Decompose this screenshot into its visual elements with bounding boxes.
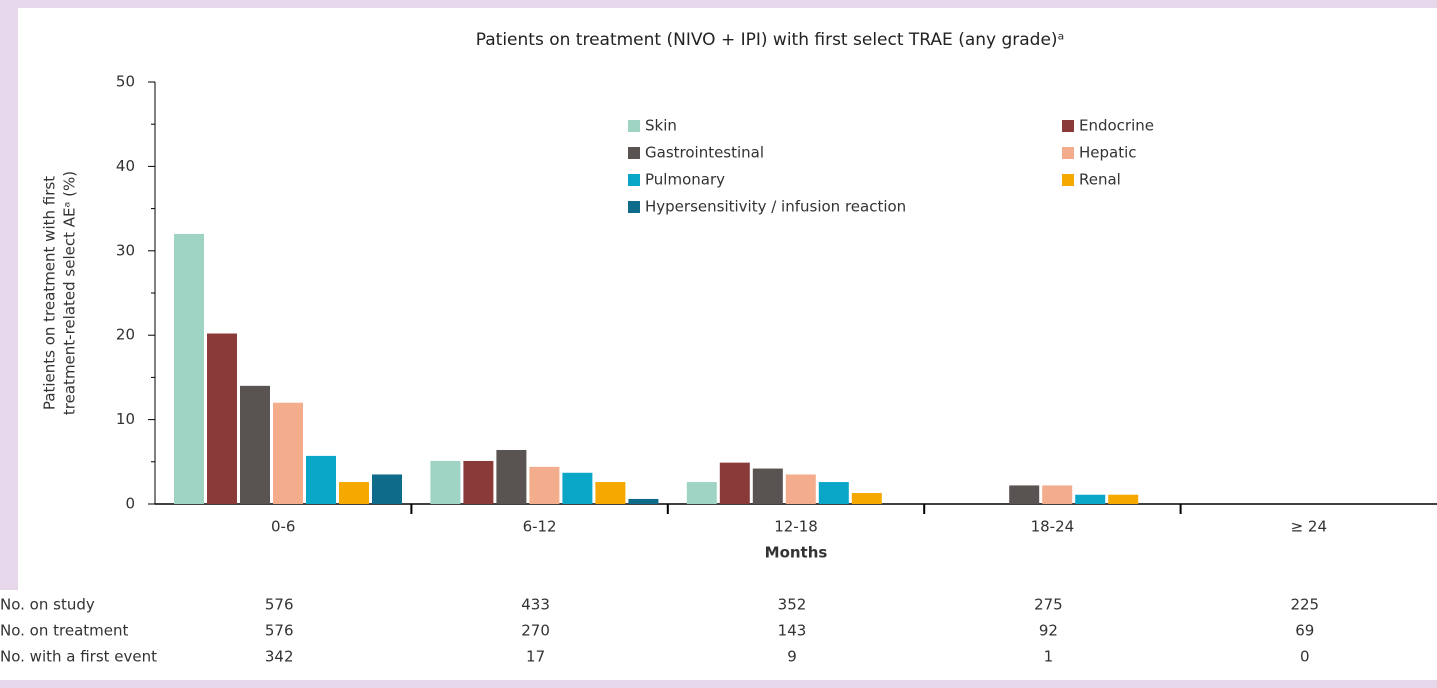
- legend-label: Gastrointestinal: [645, 144, 764, 162]
- table-row-label: No. on study: [0, 596, 95, 614]
- table-cell: 143: [778, 622, 807, 640]
- legend-swatch: [1062, 147, 1074, 159]
- table-cell: 352: [778, 596, 807, 614]
- bar: [818, 482, 849, 504]
- bar: [752, 468, 783, 504]
- bar: [339, 482, 369, 504]
- bar: [686, 482, 717, 504]
- legend-swatch: [1062, 174, 1074, 186]
- x-axis-label: Months: [765, 544, 828, 562]
- y-tick-label: 30: [116, 241, 135, 259]
- legend-swatch: [628, 201, 640, 213]
- bar: [529, 466, 560, 504]
- x-tick-label: 6-12: [523, 518, 557, 536]
- bar: [785, 474, 816, 504]
- legend-swatch: [628, 174, 640, 186]
- table-cell: 576: [265, 596, 294, 614]
- bar: [496, 449, 527, 504]
- bar: [595, 482, 626, 504]
- table-row-label: No. on treatment: [0, 622, 128, 640]
- bar: [240, 385, 270, 504]
- bar: [1042, 485, 1073, 504]
- bar: [207, 333, 237, 504]
- y-tick-label: 10: [116, 410, 135, 428]
- y-tick-label: 40: [116, 157, 135, 175]
- legend-label: Hypersensitivity / infusion reaction: [645, 198, 906, 216]
- table-cell: 1: [1044, 648, 1054, 666]
- table-cell: 17: [526, 648, 545, 666]
- table-cell: 92: [1039, 622, 1058, 640]
- y-tick-label: 20: [116, 326, 135, 344]
- bar: [562, 472, 593, 504]
- table-cell: 225: [1290, 596, 1319, 614]
- legend-label: Renal: [1079, 171, 1121, 189]
- x-tick-label: ≥ 24: [1291, 518, 1327, 536]
- bar: [174, 233, 204, 505]
- panel: [18, 8, 1437, 680]
- bar: [628, 498, 659, 504]
- bar: [719, 462, 750, 504]
- bar: [463, 460, 494, 504]
- x-tick-label: 18-24: [1031, 518, 1075, 536]
- legend-label: Hepatic: [1079, 144, 1137, 162]
- bar: [372, 474, 402, 504]
- x-tick-label: 12-18: [774, 518, 818, 536]
- table-row-label: No. with a first event: [0, 648, 157, 666]
- chart-title: Patients on treatment (NIVO + IPI) with …: [476, 30, 1064, 50]
- bar: [306, 455, 336, 504]
- legend-swatch: [628, 147, 640, 159]
- table-cell: 342: [265, 648, 294, 666]
- bar: [1009, 485, 1040, 504]
- bar: [430, 460, 461, 504]
- table-cell: 433: [521, 596, 550, 614]
- table-cell: 275: [1034, 596, 1063, 614]
- bar: [1075, 494, 1106, 504]
- bar: [851, 493, 882, 504]
- table-cell: 69: [1295, 622, 1314, 640]
- table-cell: 9: [787, 648, 797, 666]
- legend-label: Endocrine: [1079, 117, 1154, 135]
- legend-swatch: [1062, 120, 1074, 132]
- y-axis-label: treatment-related select AEᵃ (%): [61, 171, 79, 415]
- y-tick-label: 0: [125, 495, 135, 513]
- y-axis-label: Patients on treatment with first: [41, 176, 59, 410]
- table-cell: 270: [521, 622, 550, 640]
- panel: [0, 590, 18, 680]
- table-cell: 576: [265, 622, 294, 640]
- legend-label: Pulmonary: [645, 171, 725, 189]
- table-cell: 0: [1300, 648, 1310, 666]
- legend-label: Skin: [645, 117, 677, 135]
- x-tick-label: 0-6: [271, 518, 296, 536]
- bar: [273, 402, 303, 504]
- y-tick-label: 50: [116, 73, 135, 91]
- bar: [1108, 494, 1139, 504]
- legend-swatch: [628, 120, 640, 132]
